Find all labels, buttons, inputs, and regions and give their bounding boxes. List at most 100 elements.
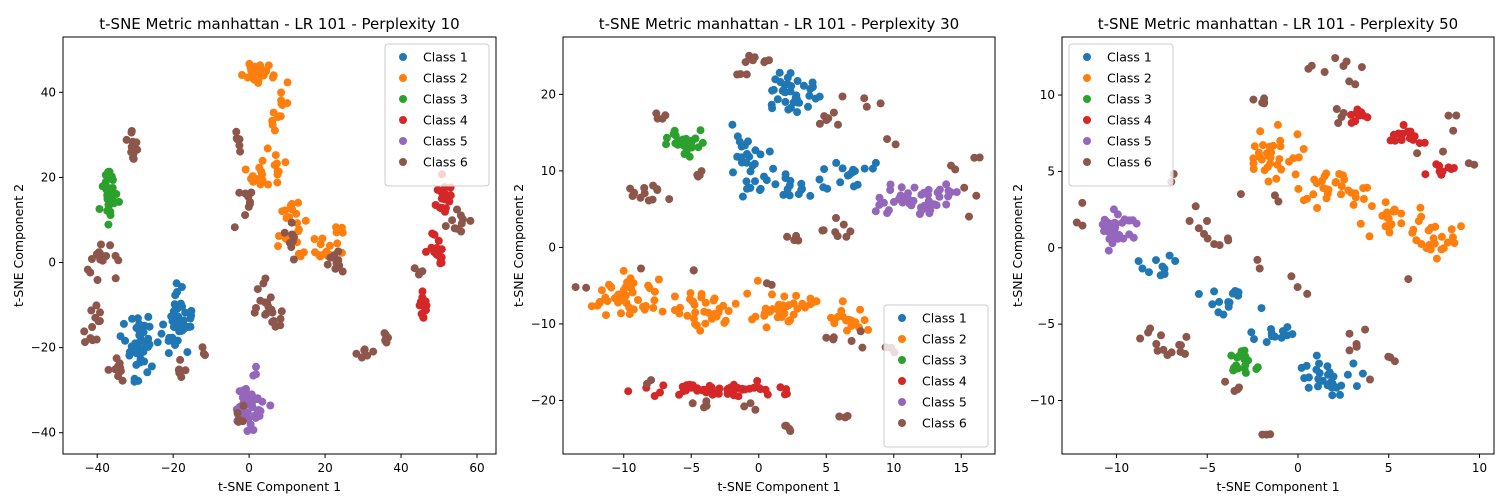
- data-point: [1427, 223, 1436, 232]
- data-point: [241, 211, 250, 220]
- data-point: [1136, 334, 1145, 343]
- legend: Class 1 Class 2 Class 3 Class 4 Class 5 Class…: [883, 304, 989, 448]
- data-point: [338, 267, 347, 276]
- data-point: [277, 88, 286, 97]
- data-point: [1358, 369, 1367, 378]
- data-point: [815, 175, 824, 184]
- data-point: [1203, 217, 1211, 225]
- data-point: [678, 382, 687, 391]
- data-point: [688, 399, 697, 408]
- data-point: [175, 368, 184, 377]
- data-point: [116, 332, 125, 341]
- data-point: [932, 201, 941, 210]
- data-point: [172, 279, 181, 288]
- data-point: [738, 384, 747, 393]
- data-point: [832, 214, 840, 222]
- data-point: [198, 343, 207, 352]
- data-point: [831, 228, 840, 237]
- data-point: [822, 115, 831, 124]
- data-point: [263, 144, 272, 153]
- data-point: [808, 78, 817, 87]
- data-point: [1236, 190, 1245, 199]
- x-tick-label: −5: [1198, 461, 1216, 475]
- data-point: [626, 274, 635, 283]
- data-point: [582, 283, 591, 292]
- data-point: [236, 147, 245, 156]
- data-point: [705, 381, 714, 390]
- data-point: [1409, 135, 1418, 144]
- data-point: [1349, 359, 1358, 368]
- series-class-1: [116, 279, 196, 386]
- data-point: [698, 138, 707, 147]
- data-point: [201, 351, 209, 360]
- data-point: [326, 253, 335, 262]
- data-point: [641, 302, 650, 310]
- series-class-6: [80, 127, 475, 426]
- data-point: [753, 276, 762, 285]
- data-point: [1347, 118, 1356, 127]
- data-point: [839, 220, 848, 229]
- data-point: [381, 331, 390, 339]
- data-point: [1300, 374, 1309, 383]
- data-point: [80, 327, 89, 336]
- data-point: [806, 191, 815, 200]
- data-point: [135, 331, 144, 340]
- data-point: [658, 307, 667, 316]
- data-point: [910, 183, 919, 192]
- data-point: [742, 158, 751, 167]
- data-point: [441, 190, 450, 199]
- data-point: [1345, 346, 1354, 355]
- data-point: [776, 78, 785, 86]
- legend-label: Class 2: [423, 71, 468, 86]
- series-class-1: [728, 68, 880, 201]
- data-point: [760, 172, 768, 181]
- data-point: [1397, 219, 1406, 228]
- data-point: [1294, 153, 1303, 162]
- data-point: [603, 297, 612, 306]
- data-point: [815, 92, 824, 101]
- legend-marker: [1083, 137, 1091, 145]
- legend-label: Class 5: [423, 134, 468, 149]
- data-point: [264, 302, 273, 311]
- data-point: [781, 421, 790, 430]
- data-point: [1132, 219, 1141, 228]
- data-point: [1406, 127, 1415, 136]
- data-point: [875, 200, 884, 209]
- data-point: [1345, 77, 1354, 86]
- data-point: [829, 108, 838, 117]
- data-point: [624, 387, 633, 396]
- y-tick-label: −10: [1030, 394, 1055, 408]
- data-point: [619, 266, 628, 275]
- data-point: [780, 292, 789, 301]
- data-point: [130, 374, 139, 383]
- data-point: [1328, 391, 1337, 400]
- data-point: [1256, 127, 1265, 136]
- data-point: [241, 165, 250, 174]
- series-class-3: [662, 126, 707, 161]
- data-point: [264, 180, 272, 189]
- data-point: [768, 104, 777, 113]
- data-point: [768, 290, 776, 299]
- data-point: [1129, 233, 1138, 242]
- data-point: [1443, 238, 1452, 247]
- data-point: [1100, 227, 1108, 236]
- data-point: [176, 299, 185, 308]
- data-point: [1320, 68, 1329, 76]
- data-point: [686, 289, 695, 298]
- data-point: [822, 333, 831, 342]
- data-point: [972, 191, 981, 200]
- data-point: [643, 379, 651, 388]
- series-class-6: [571, 51, 984, 435]
- data-point: [793, 304, 802, 313]
- data-point: [779, 190, 788, 199]
- data-point: [1249, 95, 1258, 104]
- data-point: [1303, 194, 1311, 203]
- x-axis-label: t-SNE Component 1: [218, 479, 341, 494]
- data-point: [1260, 99, 1268, 108]
- legend-label: Class 4: [423, 113, 468, 128]
- data-point: [1253, 255, 1262, 264]
- data-point: [793, 108, 802, 117]
- data-point: [864, 325, 873, 334]
- data-point: [783, 185, 792, 194]
- legend-marker: [1083, 116, 1091, 124]
